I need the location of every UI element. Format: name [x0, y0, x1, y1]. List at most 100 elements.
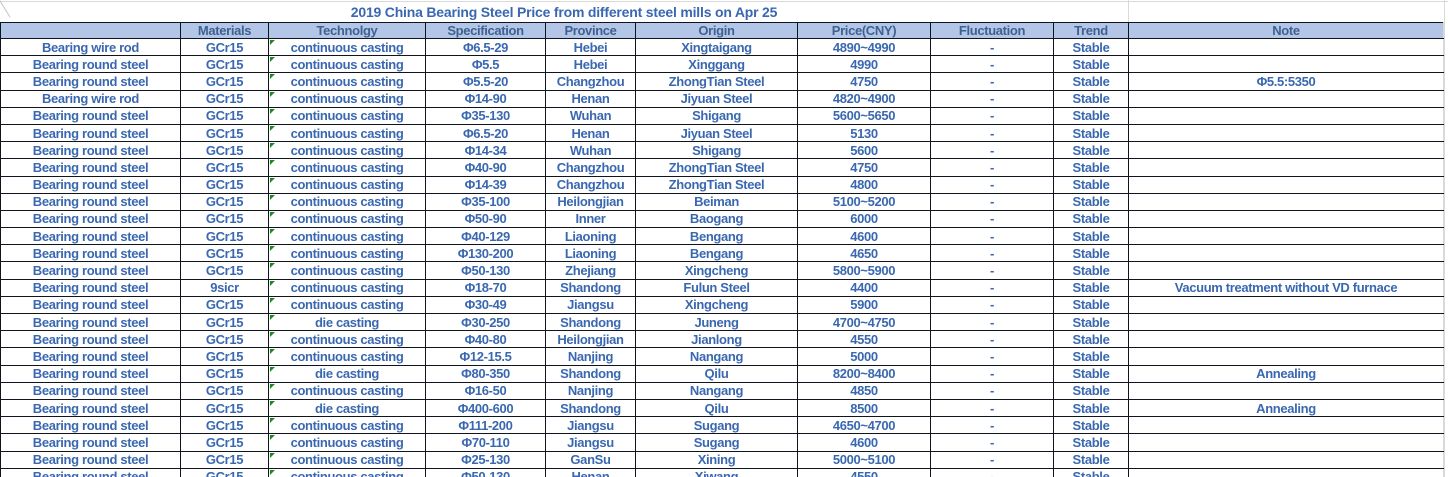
- cell-note[interactable]: [1128, 123, 1444, 143]
- cell-note[interactable]: [1128, 330, 1444, 349]
- cell-price[interactable]: 4600: [797, 227, 931, 246]
- cell-product[interactable]: Bearing round steel: [0, 295, 181, 315]
- cell-fluctuation[interactable]: -: [930, 192, 1054, 211]
- cell-specification[interactable]: Φ35-130: [425, 106, 546, 125]
- cell-province[interactable]: Zhejiang: [545, 261, 636, 280]
- cell-fluctuation[interactable]: -: [930, 381, 1054, 400]
- cell-note[interactable]: [1128, 55, 1444, 74]
- cell-price[interactable]: 5600: [797, 141, 931, 160]
- cell-province[interactable]: Inner: [545, 209, 636, 229]
- cell-technology[interactable]: continuous casting: [268, 158, 426, 177]
- cell-origin[interactable]: Nangang: [635, 347, 798, 366]
- cell-price[interactable]: 5900: [797, 295, 931, 315]
- cell-product[interactable]: Bearing round steel: [0, 364, 181, 383]
- column-header-trend[interactable]: Trend: [1053, 22, 1129, 39]
- cell-technology[interactable]: continuous casting: [268, 330, 426, 349]
- cell-origin[interactable]: Bengang: [635, 244, 798, 263]
- cell-origin[interactable]: Nangang: [635, 381, 798, 400]
- cell-specification[interactable]: Φ14-39: [425, 175, 546, 194]
- cell-product[interactable]: Bearing round steel: [0, 192, 181, 211]
- cell-origin[interactable]: Fulun Steel: [635, 278, 798, 297]
- cell-province[interactable]: Shandong: [545, 312, 636, 332]
- cell-trend[interactable]: Stable: [1053, 330, 1129, 349]
- cell-fluctuation[interactable]: -: [930, 141, 1054, 160]
- cell-origin[interactable]: Jiyuan Steel: [635, 89, 798, 108]
- cell-product[interactable]: Bearing round steel: [0, 381, 181, 400]
- cell-fluctuation[interactable]: -: [930, 364, 1054, 383]
- cell-product[interactable]: Bearing round steel: [0, 347, 181, 366]
- cell-product[interactable]: Bearing round steel: [0, 141, 181, 160]
- cell-fluctuation[interactable]: -: [930, 278, 1054, 297]
- cell-materials[interactable]: GCr15: [180, 192, 269, 211]
- cell-trend[interactable]: Stable: [1053, 398, 1129, 418]
- cell-province[interactable]: Henan: [545, 123, 636, 143]
- cell-fluctuation[interactable]: -: [930, 433, 1054, 452]
- cell-specification[interactable]: Φ14-90: [425, 89, 546, 108]
- cell-price[interactable]: 6000: [797, 209, 931, 229]
- cell-fluctuation[interactable]: -: [930, 398, 1054, 418]
- cell-specification[interactable]: Φ40-129: [425, 227, 546, 246]
- cell-specification[interactable]: Φ25-130: [425, 450, 546, 469]
- cell-specification[interactable]: Φ50-130: [425, 467, 546, 477]
- cell-province[interactable]: Hebei: [545, 37, 636, 57]
- cell-product[interactable]: Bearing round steel: [0, 209, 181, 229]
- cell-origin[interactable]: Xinggang: [635, 55, 798, 74]
- cell-trend[interactable]: Stable: [1053, 433, 1129, 452]
- cell-materials[interactable]: GCr15: [180, 55, 269, 74]
- cell-materials[interactable]: GCr15: [180, 37, 269, 57]
- cell-fluctuation[interactable]: -: [930, 467, 1054, 477]
- cell-materials[interactable]: 9sicr: [180, 278, 269, 297]
- column-header-price[interactable]: Price(CNY): [797, 22, 931, 39]
- cell-note[interactable]: [1128, 141, 1444, 160]
- cell-note[interactable]: [1128, 312, 1444, 332]
- cell-price[interactable]: 5130: [797, 123, 931, 143]
- cell-materials[interactable]: GCr15: [180, 261, 269, 280]
- cell-origin[interactable]: Beiman: [635, 192, 798, 211]
- cell-trend[interactable]: Stable: [1053, 261, 1129, 280]
- cell-origin[interactable]: Xingcheng: [635, 261, 798, 280]
- column-header-materials[interactable]: Materials: [180, 22, 269, 39]
- cell-technology[interactable]: continuous casting: [268, 467, 426, 477]
- cell-price[interactable]: 5600~5650: [797, 106, 931, 125]
- cell-materials[interactable]: GCr15: [180, 381, 269, 400]
- cell-province[interactable]: Heilongjian: [545, 330, 636, 349]
- cell-note[interactable]: Annealing: [1128, 364, 1444, 383]
- cell-province[interactable]: Liaoning: [545, 227, 636, 246]
- cell-trend[interactable]: Stable: [1053, 227, 1129, 246]
- column-header-note[interactable]: Note: [1128, 22, 1444, 39]
- cell-fluctuation[interactable]: -: [930, 72, 1054, 91]
- cell-materials[interactable]: GCr15: [180, 106, 269, 125]
- cell-origin[interactable]: Xining: [635, 450, 798, 469]
- cell-technology[interactable]: continuous casting: [268, 141, 426, 160]
- cell-materials[interactable]: GCr15: [180, 158, 269, 177]
- cell-technology[interactable]: continuous casting: [268, 227, 426, 246]
- cell-note[interactable]: [1128, 381, 1444, 400]
- cell-technology[interactable]: continuous casting: [268, 123, 426, 143]
- cell-specification[interactable]: Φ16-50: [425, 381, 546, 400]
- cell-product[interactable]: Bearing round steel: [0, 467, 181, 477]
- cell-province[interactable]: Henan: [545, 89, 636, 108]
- cell-price[interactable]: 4600: [797, 433, 931, 452]
- cell-price[interactable]: 4890~4990: [797, 37, 931, 57]
- cell-trend[interactable]: Stable: [1053, 192, 1129, 211]
- cell-specification[interactable]: Φ5.5: [425, 55, 546, 74]
- cell-materials[interactable]: GCr15: [180, 450, 269, 469]
- column-header-fluctuation[interactable]: Fluctuation: [930, 22, 1054, 39]
- cell-product[interactable]: Bearing round steel: [0, 244, 181, 263]
- cell-specification[interactable]: Φ50-90: [425, 209, 546, 229]
- cell-trend[interactable]: Stable: [1053, 347, 1129, 366]
- cell-note[interactable]: [1128, 209, 1444, 229]
- cell-note[interactable]: Annealing: [1128, 398, 1444, 418]
- cell-materials[interactable]: GCr15: [180, 227, 269, 246]
- cell-fluctuation[interactable]: -: [930, 450, 1054, 469]
- cell-materials[interactable]: GCr15: [180, 467, 269, 477]
- cell-fluctuation[interactable]: -: [930, 244, 1054, 263]
- cell-price[interactable]: 4700~4750: [797, 312, 931, 332]
- cell-price[interactable]: 4650: [797, 244, 931, 263]
- cell-price[interactable]: 4820~4900: [797, 89, 931, 108]
- cell-product[interactable]: Bearing round steel: [0, 261, 181, 280]
- cell-price[interactable]: 5100~5200: [797, 192, 931, 211]
- cell-trend[interactable]: Stable: [1053, 72, 1129, 91]
- cell-product[interactable]: Bearing round steel: [0, 227, 181, 246]
- cell-origin[interactable]: Jiyuan Steel: [635, 123, 798, 143]
